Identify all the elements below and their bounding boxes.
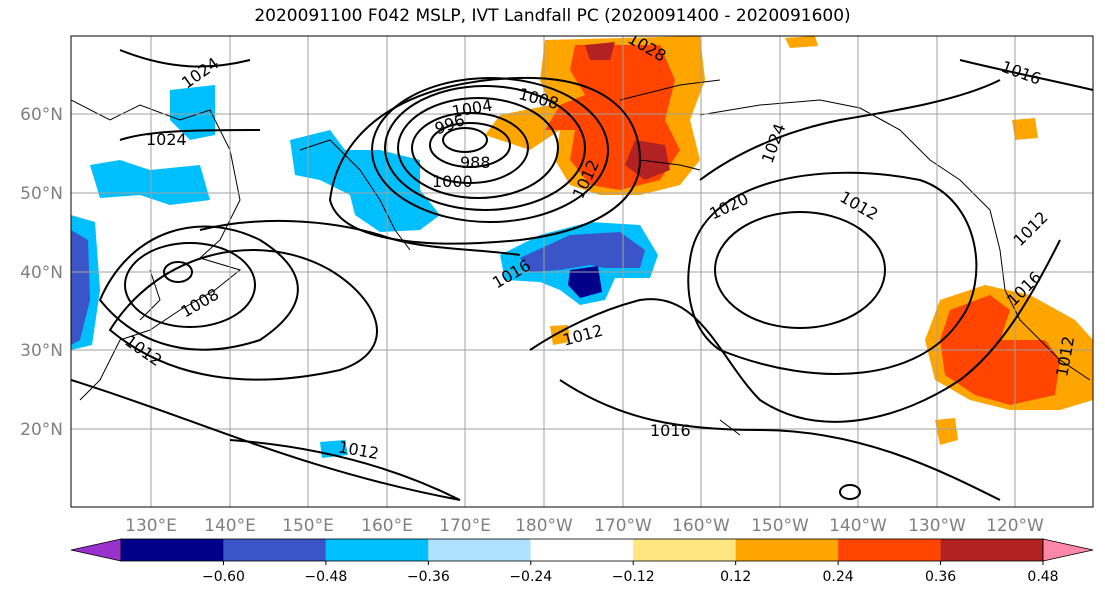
colorbar-segment: [223, 539, 326, 561]
longitude-labels: 130°E 140°E 150°E 160°E 170°E 180°W 170°…: [125, 516, 1044, 536]
negative-anomaly-west: [90, 160, 210, 205]
colorbar-segment: [530, 539, 634, 561]
lon-label: 160°W: [672, 516, 730, 536]
lon-label: 170°W: [594, 516, 652, 536]
colorbar-frame: [120, 538, 1044, 562]
positive-anomaly-ne-small: [785, 36, 818, 48]
negative-anomaly-central-max: [568, 266, 602, 298]
lon-label: 130°E: [125, 516, 177, 536]
isobars: [71, 49, 1093, 501]
colorbar-segment: [940, 539, 1043, 561]
latitude-labels: 60°N 50°N 40°N 30°N 20°N: [20, 105, 63, 440]
lon-label: 160°E: [361, 516, 413, 536]
positive-anomaly-north-max2: [585, 42, 615, 60]
lon-label: 140°W: [829, 516, 887, 536]
isobar-label: 1000: [432, 172, 473, 191]
positive-anomaly-north-max: [625, 140, 670, 180]
lat-label: 30°N: [20, 341, 63, 361]
lat-label: 60°N: [20, 105, 63, 125]
colorbar: −0.60 −0.48 −0.36 −0.24 −0.12 0.12 0.24 0.36 0.4…: [70, 538, 1094, 585]
lon-label: 140°E: [204, 516, 256, 536]
colorbar-tick-label: 0.36: [925, 569, 956, 585]
lon-label: 150°W: [751, 516, 809, 536]
lon-label: 170°E: [439, 516, 491, 536]
colorbar-tick-label: 0.48: [1027, 569, 1058, 585]
colorbar-tick-label: −0.48: [304, 569, 347, 585]
positive-anomaly-se-small: [935, 418, 958, 445]
colorbar-segment: [735, 539, 839, 561]
negative-anomaly-kamchatka: [290, 130, 440, 232]
lat-label: 50°N: [20, 184, 63, 204]
lon-label: 130°W: [908, 516, 966, 536]
negative-anomaly-west-upper: [170, 85, 215, 140]
map-frame: [70, 35, 1094, 508]
gridlines: [71, 36, 1093, 507]
isobar-label: 1024: [146, 130, 187, 149]
colorbar-tick-label: 0.24: [823, 569, 854, 585]
positive-anomaly-east-small: [1012, 118, 1038, 140]
map-title: 2020091100 F042 MSLP, IVT Landfall PC (2…: [254, 6, 851, 26]
colorbar-tick-label: 0.12: [720, 569, 751, 585]
coastlines: [71, 79, 1091, 436]
lon-label: 180°W: [515, 516, 573, 536]
colorbar-segment: [838, 539, 941, 561]
colorbar-tick-label: −0.60: [202, 569, 245, 585]
lon-label: 150°E: [282, 516, 334, 536]
map-panel: 1024 1028 1016 1024 1004 1008 996 988 10…: [70, 35, 1094, 508]
colorbar-segment: [70, 538, 122, 562]
colorbar-segment: [325, 539, 429, 561]
lat-label: 20°N: [20, 420, 63, 440]
lon-label: 120°W: [986, 516, 1044, 536]
colorbar-segment: [428, 539, 531, 561]
negative-anomaly-central-core: [520, 232, 645, 272]
colorbar-segment: [1042, 538, 1094, 562]
lat-label: 40°N: [20, 263, 63, 283]
negative-anomaly-farwest-core: [71, 230, 90, 345]
colorbar-tick-label: −0.24: [509, 569, 552, 585]
colorbar-segment: [121, 539, 224, 561]
colorbar-tick-label: −0.36: [407, 569, 450, 585]
colorbar-segment: [633, 539, 736, 561]
colorbar-tick-label: −0.12: [612, 569, 655, 585]
isobar-label: 988: [460, 153, 491, 172]
isobar-label: 1016: [650, 421, 691, 440]
